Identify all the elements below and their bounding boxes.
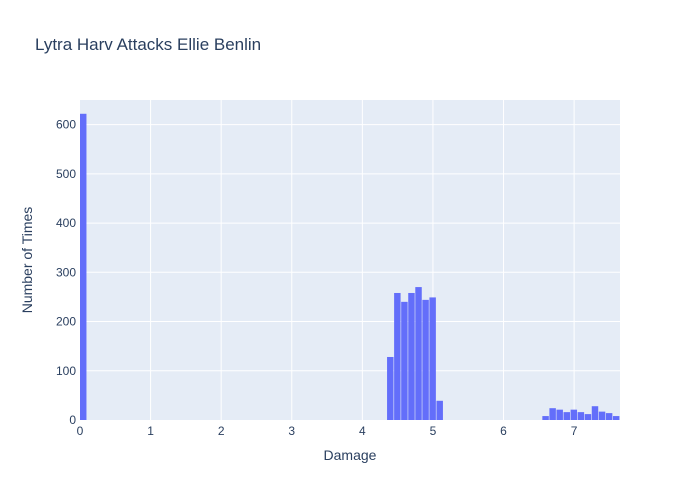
histogram-bar [591, 406, 599, 420]
histogram-bar [394, 292, 401, 420]
histogram-bar [598, 411, 606, 420]
y-tick-label: 0 [69, 413, 76, 427]
histogram-bar [436, 400, 443, 420]
histogram-bar [570, 409, 578, 420]
x-tick-label: 6 [500, 424, 507, 438]
histogram-bar [584, 414, 592, 420]
y-tick-label: 600 [56, 118, 76, 132]
x-tick-label: 5 [430, 424, 437, 438]
histogram-bar [80, 113, 87, 421]
x-tick-labels: 0 1 2 3 4 5 6 7 [77, 424, 578, 438]
grid-lines [80, 100, 620, 420]
histogram-bar [408, 292, 415, 420]
x-tick-label: 4 [359, 424, 366, 438]
x-tick-label: 3 [288, 424, 295, 438]
histogram-bar [563, 412, 570, 420]
chart-title: Lytra Harv Attacks Ellie Benlin [35, 35, 261, 54]
y-tick-labels: 0 100 200 300 400 500 600 [56, 118, 76, 427]
x-tick-label: 1 [147, 424, 154, 438]
x-axis-label: Damage [324, 447, 377, 463]
histogram-bar [542, 416, 549, 420]
y-axis-label: Number of Times [19, 207, 35, 314]
y-tick-label: 300 [56, 265, 76, 279]
y-tick-label: 100 [56, 364, 76, 378]
y-tick-label: 400 [56, 216, 76, 230]
histogram-bar [577, 412, 585, 420]
x-tick-label: 7 [571, 424, 578, 438]
histogram-bar [605, 413, 613, 420]
histogram-bar [387, 356, 394, 420]
histogram-bar [556, 409, 563, 420]
histogram-bar [401, 301, 408, 420]
x-tick-label: 2 [218, 424, 225, 438]
histogram-bar [612, 416, 620, 420]
x-tick-label: 0 [77, 424, 84, 438]
histogram-bar [429, 297, 436, 420]
histogram-bar [415, 287, 422, 420]
histogram-bar [422, 299, 429, 420]
plot-area [80, 100, 620, 420]
y-tick-label: 200 [56, 315, 76, 329]
histogram-bar [549, 408, 556, 420]
bars [80, 113, 620, 421]
y-tick-label: 500 [56, 167, 76, 181]
